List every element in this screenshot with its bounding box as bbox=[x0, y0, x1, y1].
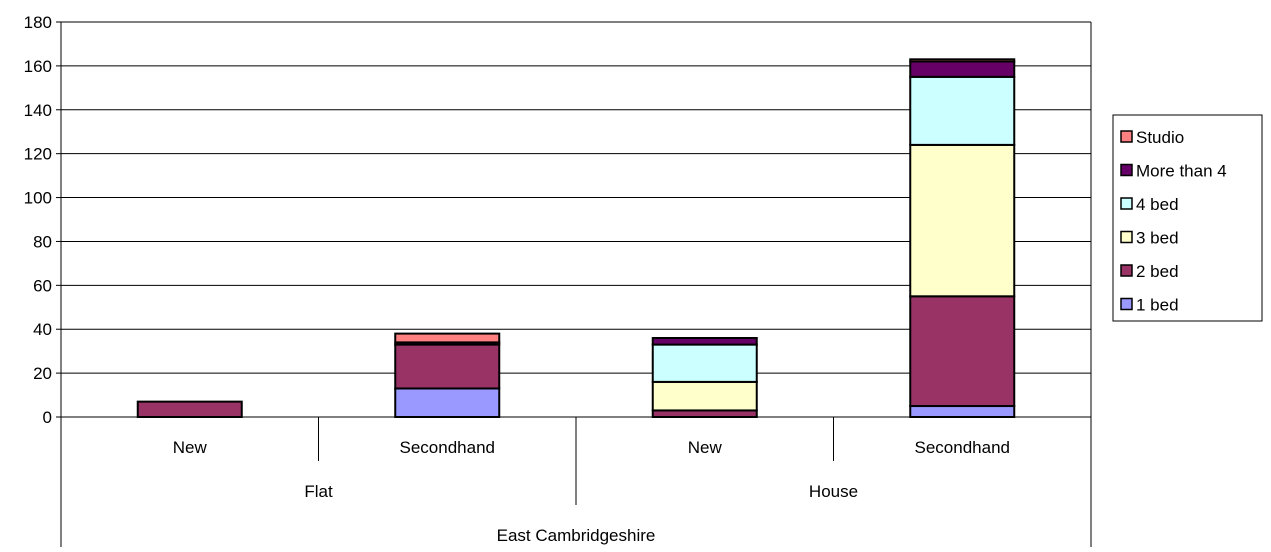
bar-segment bbox=[651, 343, 758, 383]
legend-box bbox=[1112, 114, 1263, 322]
legend-swatch bbox=[1120, 163, 1133, 177]
y-tick-label: 60 bbox=[33, 276, 52, 295]
bar-segment bbox=[909, 143, 1016, 298]
x-supergroup-label: East Cambridgeshire bbox=[497, 526, 656, 545]
bar-segment bbox=[909, 75, 1016, 146]
x-group-label: House bbox=[809, 482, 858, 501]
y-tick-label: 0 bbox=[43, 408, 52, 427]
x-group-label: Flat bbox=[304, 482, 333, 501]
bar-segment bbox=[909, 405, 1016, 418]
bar-segment bbox=[136, 400, 243, 418]
y-tick-label: 20 bbox=[33, 364, 52, 383]
legend: Studio More than 4 4 bed 3 bed 2 bed 1 bed bbox=[1112, 114, 1263, 322]
y-tick-label: 100 bbox=[24, 189, 52, 208]
legend-swatch bbox=[1120, 264, 1133, 277]
legend-label: More than 4 bbox=[1136, 162, 1227, 181]
y-tick-label: 80 bbox=[33, 232, 52, 251]
bar-segment bbox=[909, 295, 1016, 408]
bars bbox=[136, 58, 1016, 419]
y-tick-label: 180 bbox=[24, 13, 52, 32]
legend-swatch bbox=[1120, 230, 1133, 244]
legend-label: 1 bed bbox=[1136, 296, 1179, 315]
legend-swatch bbox=[1120, 297, 1133, 311]
x-tick-label: Secondhand bbox=[400, 438, 495, 457]
bar-segment bbox=[909, 58, 1016, 63]
legend-swatch bbox=[1120, 197, 1133, 210]
bar-segment bbox=[394, 387, 501, 419]
bar-segment bbox=[394, 332, 501, 344]
x-tick-label: New bbox=[173, 438, 208, 457]
legend-swatch bbox=[1120, 130, 1133, 143]
y-tick-labels: 0 20 40 60 80 100 120 140 160 180 bbox=[24, 13, 61, 427]
y-tick-label: 40 bbox=[33, 320, 52, 339]
x-tick-label: Secondhand bbox=[915, 438, 1010, 457]
legend-label: 4 bed bbox=[1136, 195, 1179, 214]
x-category-axis: New Secondhand New Secondhand Flat House East … bbox=[60, 417, 1092, 547]
y-tick-label: 160 bbox=[24, 57, 52, 76]
legend-label: Studio bbox=[1136, 128, 1184, 147]
x-tick-label: New bbox=[688, 438, 723, 457]
legend-label: 3 bed bbox=[1136, 229, 1179, 248]
bar-segment bbox=[651, 380, 758, 412]
bar-segment bbox=[909, 60, 1016, 78]
y-tick-label: 120 bbox=[24, 145, 52, 164]
y-tick-label: 140 bbox=[24, 101, 52, 120]
bar-segment bbox=[651, 337, 758, 346]
bar-segment bbox=[394, 343, 501, 390]
legend-label: 2 bed bbox=[1136, 262, 1179, 281]
